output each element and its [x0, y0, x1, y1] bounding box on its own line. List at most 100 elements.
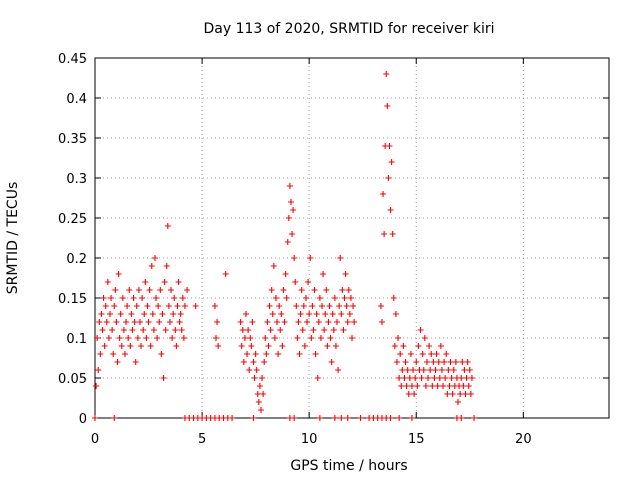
data-point	[299, 327, 306, 333]
data-point	[275, 351, 282, 357]
data-point	[415, 343, 422, 349]
data-point	[340, 327, 347, 333]
y-tick-label: 0.25	[58, 212, 87, 227]
data-point	[95, 367, 102, 373]
data-point	[412, 375, 419, 381]
data-point	[465, 383, 472, 389]
data-point	[467, 391, 474, 397]
data-point	[329, 311, 336, 317]
data-point	[294, 335, 301, 341]
data-point	[290, 207, 297, 213]
data-point	[410, 367, 417, 373]
data-point	[123, 319, 130, 325]
data-point	[97, 351, 104, 357]
data-point	[211, 303, 218, 309]
data-point	[385, 175, 392, 181]
data-point	[458, 415, 465, 421]
data-point	[130, 295, 137, 301]
data-point	[450, 367, 457, 373]
data-point	[335, 367, 342, 373]
data-point	[158, 351, 165, 357]
data-point	[315, 319, 322, 325]
data-point	[396, 415, 403, 421]
data-point	[432, 367, 439, 373]
data-point	[161, 279, 168, 285]
data-point	[177, 311, 184, 317]
data-point	[260, 391, 267, 397]
axis-ticks: 0 0.05 0.1 0.15 0.2 0.25 0.3 0.35 0.4 0.45 0 5 10 15 2…	[58, 52, 609, 447]
data-point	[131, 319, 138, 325]
data-point	[316, 415, 323, 421]
data-point	[308, 335, 315, 341]
data-point	[155, 303, 162, 309]
data-point	[105, 335, 112, 341]
data-point	[440, 383, 447, 389]
data-point	[319, 303, 326, 309]
data-point	[301, 343, 308, 349]
data-point	[181, 303, 188, 309]
data-point	[255, 399, 262, 405]
data-point	[278, 311, 285, 317]
data-point	[250, 415, 257, 421]
data-point	[238, 343, 245, 349]
data-point	[154, 335, 161, 341]
data-point	[135, 287, 142, 293]
data-point	[441, 359, 448, 365]
data-point	[244, 351, 251, 357]
data-point	[179, 295, 186, 301]
data-point	[127, 343, 134, 349]
data-point	[213, 335, 220, 341]
data-point	[330, 327, 337, 333]
data-point	[323, 287, 330, 293]
data-point	[381, 231, 388, 237]
data-point	[149, 311, 156, 317]
data-point	[427, 367, 434, 373]
data-point	[425, 375, 432, 381]
data-point	[341, 295, 348, 301]
data-point	[102, 303, 109, 309]
data-point	[252, 351, 259, 357]
data-point	[455, 399, 462, 405]
data-point	[408, 415, 415, 421]
data-point	[151, 255, 158, 261]
data-point	[300, 303, 307, 309]
data-point	[400, 343, 407, 349]
data-point	[153, 295, 160, 301]
data-point	[143, 335, 150, 341]
data-point	[112, 287, 119, 293]
data-point	[312, 351, 319, 357]
data-point	[139, 295, 146, 301]
data-point	[311, 287, 318, 293]
data-point	[165, 303, 172, 309]
data-point	[100, 295, 107, 301]
data-point	[387, 207, 394, 213]
data-point	[384, 103, 391, 109]
data-point	[351, 319, 358, 325]
data-point	[111, 303, 118, 309]
data-point	[414, 383, 421, 389]
data-point	[121, 351, 128, 357]
data-point	[276, 303, 283, 309]
data-point	[283, 295, 290, 301]
data-point	[94, 335, 101, 341]
data-point	[106, 311, 113, 317]
x-tick-label: 10	[301, 432, 318, 447]
data-point	[117, 311, 124, 317]
data-point	[448, 375, 455, 381]
data-point	[98, 311, 105, 317]
data-point	[322, 311, 329, 317]
data-point	[277, 327, 284, 333]
data-point	[99, 327, 106, 333]
data-point	[349, 335, 355, 341]
data-point	[144, 303, 151, 309]
data-point	[246, 367, 253, 373]
chart-title: Day 113 of 2020, SRMTID for receiver kir…	[203, 21, 494, 37]
data-point	[331, 295, 338, 301]
data-point	[257, 407, 264, 413]
data-point	[419, 351, 426, 357]
data-point	[447, 359, 454, 365]
x-tick-label: 0	[91, 432, 99, 447]
data-point	[142, 279, 149, 285]
data-point	[264, 319, 271, 325]
data-point	[267, 327, 274, 333]
